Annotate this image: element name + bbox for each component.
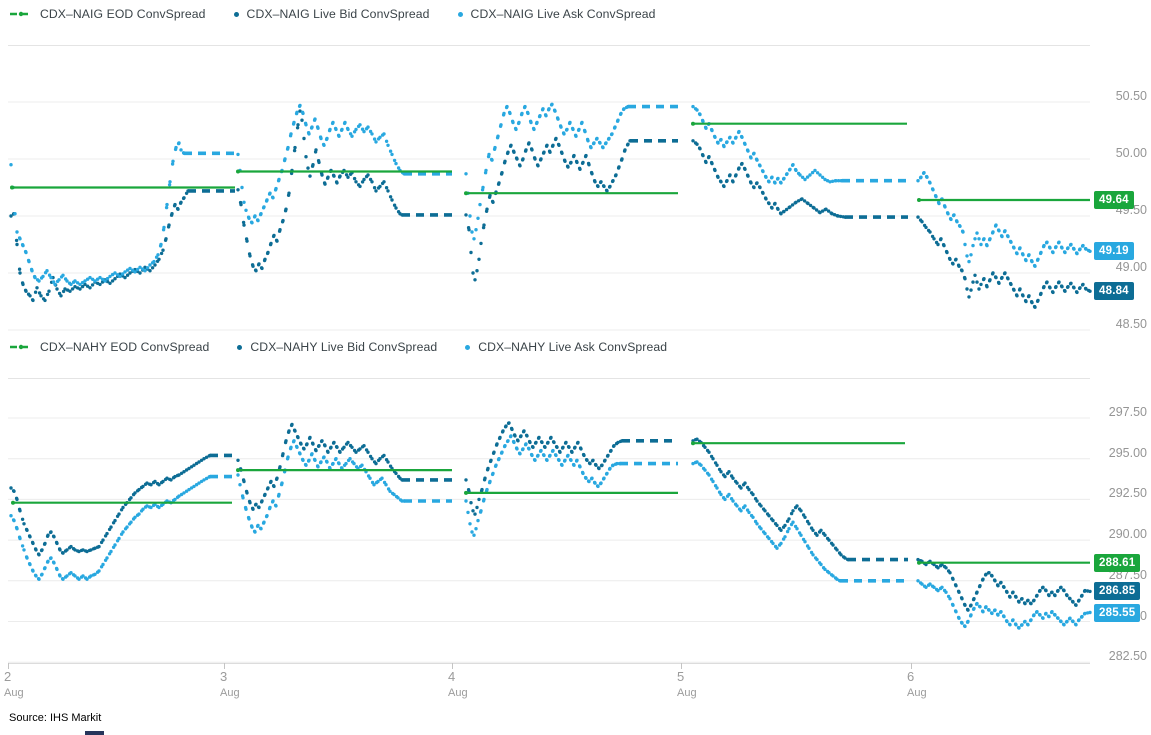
bid-dot-icon: [237, 344, 243, 350]
x-axis-line: [8, 663, 1090, 664]
x-tick-month-label: Aug: [220, 687, 240, 699]
x-axis-tick: [681, 663, 682, 669]
chart-top-border: [8, 45, 1090, 46]
legend-item-naig-bid[interactable]: CDX–NAIG Live Bid ConvSpread: [233, 7, 430, 21]
x-tick-day-label: 5: [677, 669, 685, 684]
nahy-bid-close-dashes: [210, 438, 908, 562]
y-tick-label-nahy: 292.50: [1108, 486, 1147, 501]
naig-bid-close-dashes: [188, 139, 908, 219]
legend-label: CDX–NAIG EOD ConvSpread: [40, 7, 206, 21]
legend-item-nahy-bid[interactable]: CDX–NAHY Live Bid ConvSpread: [237, 340, 437, 354]
last-value-badge-naig-eod: 49.64: [1094, 191, 1134, 210]
naig-legend: CDX–NAIG EOD ConvSpread CDX–NAIG Live Bid…: [10, 4, 656, 24]
legend-item-naig-eod[interactable]: CDX–NAIG EOD ConvSpread: [10, 7, 206, 21]
x-axis-tick: [452, 663, 453, 669]
x-tick-month-label: Aug: [448, 687, 468, 699]
last-value-badge-nahy-ask: 285.55: [1094, 603, 1141, 622]
legend-label: CDX–NAHY EOD ConvSpread: [40, 340, 210, 354]
naig-bid-dots: [9, 109, 1092, 309]
eod-line-icon: [10, 11, 32, 17]
y-tick-label-nahy: 282.50: [1108, 649, 1147, 664]
chart-top-border: [8, 378, 1090, 379]
y-tick-label-nahy: 295.00: [1108, 445, 1147, 460]
bid-dot-icon: [233, 11, 239, 17]
ask-dot-icon: [465, 344, 471, 350]
x-axis-tick: [224, 663, 225, 669]
ui-fragment: [85, 731, 104, 735]
x-tick-day-label: 2: [4, 669, 12, 684]
y-tick-label-naig: 50.00: [1115, 146, 1147, 160]
y-tick-label-naig: 49.00: [1115, 260, 1147, 274]
x-tick-day-label: 6: [907, 669, 915, 684]
naig-ask-close-dashes: [184, 104, 908, 183]
x-axis-tick: [911, 663, 912, 669]
nahy-legend: CDX–NAHY EOD ConvSpread CDX–NAHY Live Bid…: [10, 337, 667, 357]
x-tick-month-label: Aug: [677, 687, 697, 699]
naig-ask-dots: [9, 102, 1092, 287]
x-axis-tick: [8, 663, 9, 669]
y-tick-label-nahy: 297.50: [1108, 405, 1147, 419]
x-tick-day-label: 4: [448, 669, 456, 684]
source-note: Source: IHS Markit: [9, 712, 102, 724]
x-tick-month-label: Aug: [907, 687, 927, 699]
legend-item-nahy-ask[interactable]: CDX–NAHY Live Ask ConvSpread: [465, 340, 667, 354]
x-tick-day-label: 3: [220, 669, 228, 684]
legend-item-naig-ask[interactable]: CDX–NAIG Live Ask ConvSpread: [457, 7, 656, 21]
nahy-ask-close-dashes: [210, 461, 908, 583]
ask-dot-icon: [457, 11, 463, 17]
naig-gridlines: [8, 101, 1090, 331]
naig-chart-canvas[interactable]: [0, 45, 1151, 335]
legend-label: CDX–NAIG Live Bid ConvSpread: [246, 7, 430, 21]
last-value-badge-nahy-bid: 286.85: [1094, 582, 1141, 601]
nahy-ask-dots: [9, 434, 1092, 630]
last-value-badge-naig-ask: 49.19: [1094, 242, 1134, 261]
y-tick-label-naig: 48.50: [1115, 317, 1147, 331]
legend-label: CDX–NAHY Live Bid ConvSpread: [250, 340, 438, 354]
y-tick-label-nahy: 290.00: [1108, 527, 1147, 542]
y-tick-label-naig: 50.50: [1115, 89, 1147, 103]
x-tick-month-label: Aug: [4, 687, 24, 699]
legend-item-nahy-eod[interactable]: CDX–NAHY EOD ConvSpread: [10, 340, 209, 354]
legend-label: CDX–NAIG Live Ask ConvSpread: [470, 7, 656, 21]
nahy-gridlines: [8, 417, 1090, 663]
legend-label: CDX–NAHY Live Ask ConvSpread: [478, 340, 668, 354]
naig-eod-line: [10, 121, 1090, 202]
last-value-badge-nahy-eod: 288.61: [1094, 553, 1141, 572]
eod-line-icon: [10, 344, 32, 350]
nahy-chart-canvas[interactable]: [0, 378, 1151, 663]
nahy-eod-line: [11, 441, 1090, 565]
last-value-badge-naig-bid: 48.84: [1094, 282, 1134, 301]
